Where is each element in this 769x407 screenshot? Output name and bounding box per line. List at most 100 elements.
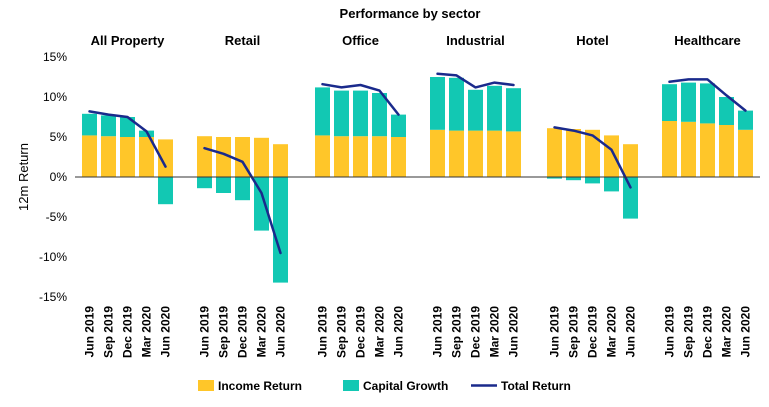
period-tick-label: Jun 2019: [198, 306, 212, 358]
y-tick-label: -5%: [46, 210, 68, 224]
income-bar: [334, 136, 349, 177]
income-bar: [506, 131, 521, 177]
capital-bar: [216, 177, 231, 193]
period-tick-label: Sep 2019: [217, 306, 231, 358]
income-bar: [449, 130, 464, 177]
period-tick-label: Jun 2019: [548, 306, 562, 358]
income-bar: [738, 129, 753, 177]
legend-label: Capital Growth: [363, 379, 448, 393]
y-tick-label: -15%: [39, 290, 67, 304]
income-bar: [430, 129, 445, 177]
period-tick-label: Mar 2020: [140, 306, 154, 358]
capital-bar: [547, 177, 562, 179]
capital-bar: [604, 177, 619, 192]
income-bar: [391, 137, 406, 177]
income-bar: [585, 129, 600, 177]
y-tick-label: 15%: [43, 50, 67, 64]
legend-capital-swatch: [343, 380, 359, 391]
capital-bar: [235, 177, 250, 201]
income-bar: [604, 135, 619, 177]
total-return-line: [668, 78, 747, 112]
capital-bar: [468, 89, 483, 131]
total-return-line: [436, 72, 515, 89]
period-tick-label: Dec 2019: [469, 306, 483, 358]
chart-title: Performance by sector: [340, 6, 481, 21]
period-tick-label: Sep 2019: [567, 306, 581, 358]
capital-bar: [82, 113, 97, 136]
legend-label: Income Return: [218, 379, 302, 393]
capital-bar: [449, 77, 464, 131]
period-tick-label: Jun 2020: [624, 306, 638, 358]
capital-bar: [273, 177, 288, 283]
capital-bar: [623, 177, 638, 219]
total-return-line: [321, 82, 400, 116]
income-bar: [254, 137, 269, 177]
sector-label: Hotel: [576, 33, 609, 48]
income-bar: [315, 135, 330, 177]
y-tick-label: -10%: [39, 250, 67, 264]
total-return-line: [203, 146, 282, 255]
capital-bar: [506, 88, 521, 132]
period-tick-label: Jun 2020: [507, 306, 521, 358]
period-tick-label: Jun 2020: [274, 306, 288, 358]
legend-income-swatch: [198, 380, 214, 391]
income-bar: [82, 135, 97, 177]
income-bar: [353, 136, 368, 177]
total-return-line: [88, 110, 167, 168]
capital-bar: [487, 85, 502, 131]
capital-bar: [391, 114, 406, 137]
period-tick-label: Dec 2019: [701, 306, 715, 358]
period-tick-label: Jun 2019: [316, 306, 330, 358]
income-bar: [372, 136, 387, 177]
period-tick-label: Jun 2019: [663, 306, 677, 358]
period-tick-label: Jun 2019: [83, 306, 97, 358]
capital-bar: [158, 177, 173, 205]
capital-bar: [566, 177, 581, 181]
period-tick-label: Dec 2019: [236, 306, 250, 358]
capital-bar: [738, 110, 753, 130]
capital-bar: [334, 90, 349, 137]
capital-bar: [700, 83, 715, 124]
capital-bar: [120, 117, 135, 137]
period-tick-label: Mar 2020: [373, 306, 387, 358]
capital-bar: [585, 177, 600, 184]
period-tick-label: Dec 2019: [354, 306, 368, 358]
income-bar: [273, 144, 288, 177]
period-tick-label: Mar 2020: [255, 306, 269, 358]
income-bar: [566, 129, 581, 177]
capital-bar: [662, 84, 677, 121]
income-bar: [719, 125, 734, 177]
period-tick-label: Jun 2020: [159, 306, 173, 358]
period-tick-label: Mar 2020: [720, 306, 734, 358]
period-tick-label: Dec 2019: [121, 306, 135, 358]
sector-label: All Property: [91, 33, 165, 48]
income-bar: [158, 139, 173, 177]
capital-bar: [719, 97, 734, 125]
period-tick-label: Dec 2019: [586, 306, 600, 358]
income-bar: [700, 123, 715, 177]
income-bar: [101, 136, 116, 177]
period-tick-label: Sep 2019: [450, 306, 464, 358]
capital-bar: [353, 90, 368, 137]
sector-label: Retail: [225, 33, 260, 48]
income-bar: [681, 121, 696, 177]
period-tick-label: Sep 2019: [102, 306, 116, 358]
period-tick-label: Sep 2019: [682, 306, 696, 358]
period-tick-label: Sep 2019: [335, 306, 349, 358]
income-bar: [487, 130, 502, 177]
y-tick-label: 0%: [50, 170, 68, 184]
period-tick-label: Jun 2019: [431, 306, 445, 358]
capital-bar: [197, 177, 212, 189]
capital-bar: [681, 82, 696, 122]
period-tick-label: Jun 2020: [392, 306, 406, 358]
sector-label: Industrial: [446, 33, 505, 48]
income-bar: [139, 137, 154, 177]
period-tick-label: Mar 2020: [605, 306, 619, 358]
income-bar: [468, 130, 483, 177]
income-bar: [197, 136, 212, 177]
sector-label: Healthcare: [674, 33, 740, 48]
y-tick-label: 10%: [43, 90, 67, 104]
y-tick-label: 5%: [50, 130, 68, 144]
income-bar: [216, 137, 231, 177]
